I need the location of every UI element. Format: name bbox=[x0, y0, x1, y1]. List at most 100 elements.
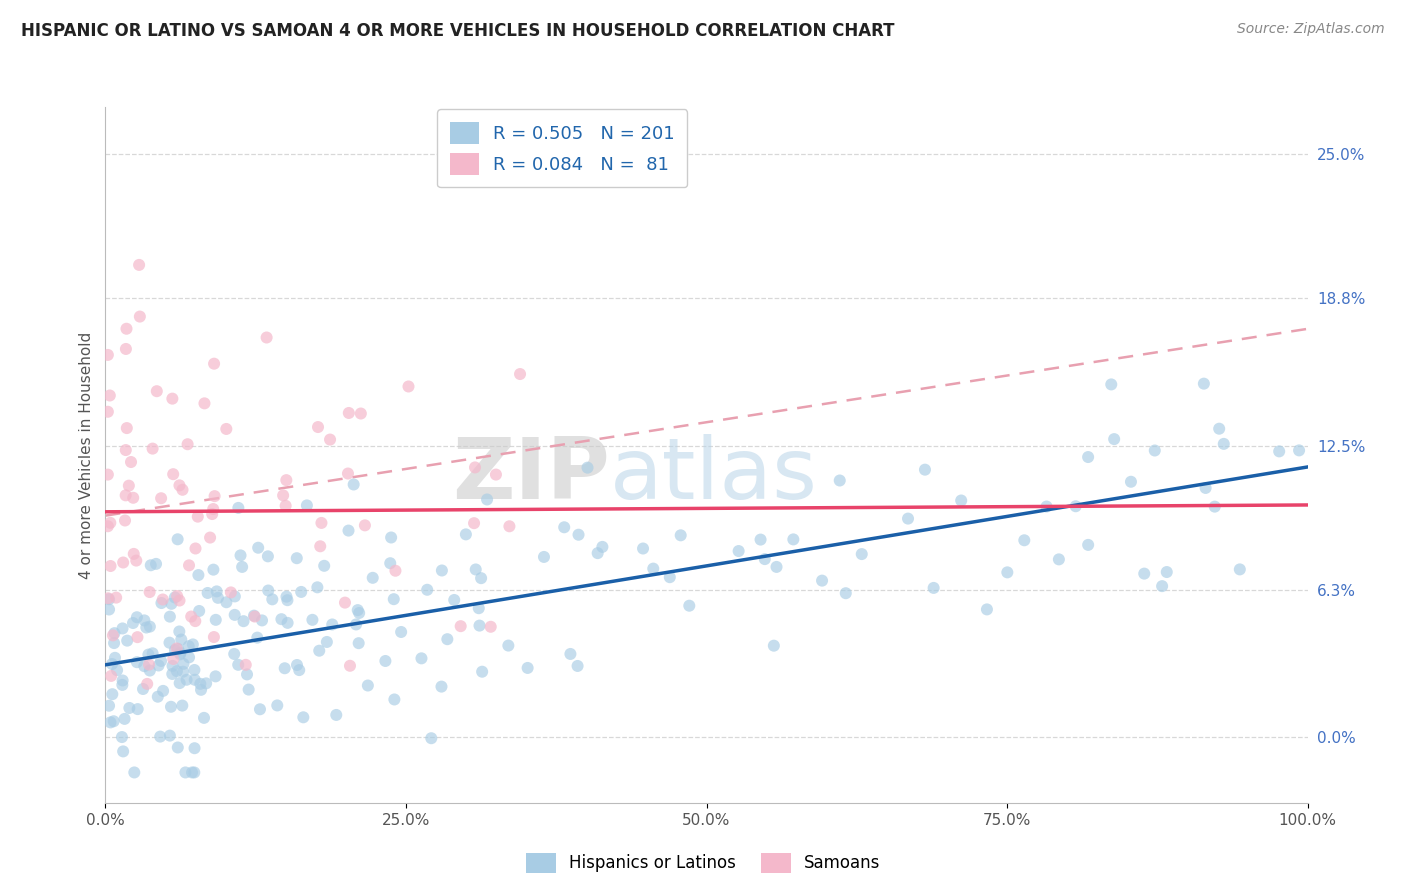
Point bbox=[127, 630, 149, 644]
Point bbox=[658, 570, 681, 584]
Point bbox=[202, 563, 225, 577]
Point bbox=[567, 659, 589, 673]
Point bbox=[450, 619, 472, 633]
Point bbox=[169, 624, 191, 639]
Point bbox=[471, 665, 494, 679]
Point bbox=[1047, 552, 1070, 566]
Point bbox=[314, 558, 336, 573]
Point bbox=[111, 678, 134, 692]
Point bbox=[357, 679, 380, 693]
Point bbox=[201, 507, 224, 521]
Point bbox=[136, 677, 159, 691]
Point bbox=[354, 518, 377, 533]
Point bbox=[533, 549, 555, 564]
Point bbox=[498, 639, 520, 653]
Point bbox=[243, 609, 266, 624]
Point bbox=[134, 659, 156, 673]
Point bbox=[498, 519, 520, 533]
Point bbox=[914, 463, 936, 477]
Point bbox=[274, 499, 297, 513]
Point bbox=[183, 765, 205, 780]
Point bbox=[167, 642, 190, 657]
Point bbox=[122, 547, 145, 561]
Point bbox=[380, 556, 402, 570]
Point bbox=[159, 609, 181, 624]
Point bbox=[127, 702, 149, 716]
Legend: R = 0.505   N = 201, R = 0.084   N =  81: R = 0.505 N = 201, R = 0.084 N = 81 bbox=[437, 109, 688, 187]
Point bbox=[162, 652, 184, 666]
Point bbox=[995, 566, 1018, 580]
Point bbox=[270, 612, 292, 626]
Point bbox=[166, 641, 188, 656]
Point bbox=[591, 540, 613, 554]
Point bbox=[1204, 500, 1226, 514]
Point bbox=[202, 357, 225, 371]
Point bbox=[120, 455, 142, 469]
Point bbox=[361, 571, 384, 585]
Point bbox=[347, 636, 370, 650]
Point bbox=[114, 514, 136, 528]
Point bbox=[669, 528, 692, 542]
Point bbox=[162, 467, 184, 482]
Point bbox=[169, 646, 191, 660]
Point bbox=[229, 549, 252, 563]
Point bbox=[246, 631, 269, 645]
Point bbox=[226, 657, 249, 672]
Point bbox=[204, 669, 226, 683]
Point bbox=[1229, 562, 1251, 576]
Point bbox=[276, 590, 298, 604]
Point bbox=[224, 590, 246, 604]
Point bbox=[149, 730, 172, 744]
Point bbox=[1194, 481, 1216, 495]
Point bbox=[160, 699, 183, 714]
Point bbox=[219, 585, 242, 599]
Point bbox=[139, 558, 162, 573]
Point bbox=[181, 765, 204, 780]
Point bbox=[374, 654, 396, 668]
Point bbox=[454, 527, 477, 541]
Point bbox=[470, 571, 492, 585]
Point bbox=[479, 620, 502, 634]
Point bbox=[114, 488, 136, 502]
Point bbox=[420, 731, 443, 746]
Point bbox=[177, 639, 200, 653]
Text: Source: ZipAtlas.com: Source: ZipAtlas.com bbox=[1237, 22, 1385, 37]
Point bbox=[1014, 533, 1036, 548]
Point bbox=[162, 667, 184, 681]
Point bbox=[277, 615, 299, 630]
Point bbox=[205, 584, 228, 599]
Text: atlas: atlas bbox=[610, 434, 818, 517]
Point bbox=[1077, 538, 1099, 552]
Point bbox=[172, 657, 194, 671]
Point bbox=[111, 730, 134, 744]
Point bbox=[118, 701, 141, 715]
Point bbox=[643, 561, 665, 575]
Point bbox=[112, 744, 135, 758]
Point bbox=[98, 602, 121, 616]
Point bbox=[169, 478, 191, 492]
Point bbox=[828, 474, 851, 488]
Point bbox=[250, 614, 273, 628]
Point bbox=[100, 669, 122, 683]
Point bbox=[463, 516, 485, 531]
Point bbox=[98, 516, 121, 530]
Point bbox=[190, 682, 212, 697]
Point bbox=[464, 460, 486, 475]
Point bbox=[468, 601, 491, 615]
Point bbox=[132, 681, 155, 696]
Point bbox=[257, 583, 280, 598]
Point bbox=[1208, 422, 1230, 436]
Point bbox=[464, 562, 486, 576]
Point bbox=[215, 595, 238, 609]
Point bbox=[247, 541, 270, 555]
Point bbox=[256, 330, 278, 344]
Point bbox=[115, 342, 138, 356]
Point bbox=[169, 648, 191, 662]
Point bbox=[97, 405, 120, 419]
Point bbox=[98, 388, 121, 402]
Point bbox=[243, 608, 266, 623]
Point bbox=[231, 560, 253, 574]
Point bbox=[139, 664, 162, 678]
Point bbox=[172, 665, 194, 679]
Point bbox=[125, 655, 148, 669]
